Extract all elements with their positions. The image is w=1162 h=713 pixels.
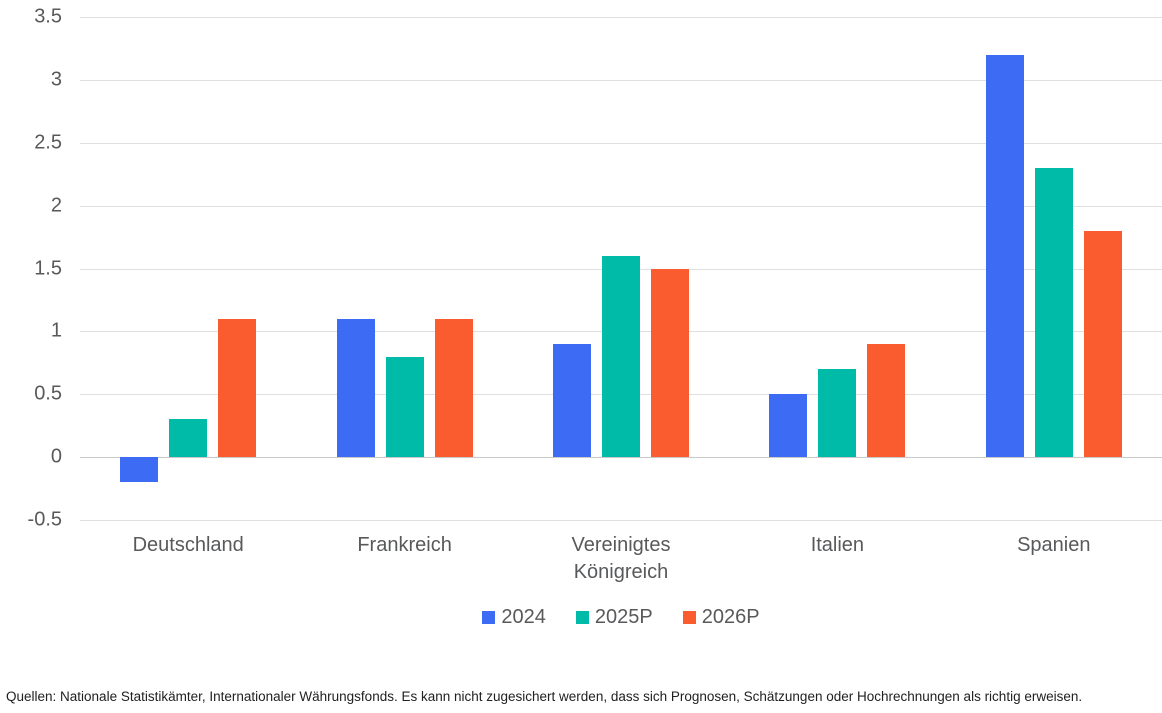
gridline (80, 520, 1162, 521)
legend-label: 2025P (594, 606, 653, 628)
x-axis-label: Frankreich (296, 532, 512, 559)
bar-2024-category-2 (553, 343, 591, 458)
bar-2025p-category-2 (602, 255, 640, 458)
bar-2026p-category-2 (651, 268, 689, 458)
y-tick-label: 1 (50, 319, 62, 342)
legend: 2024 2025P 2026P (80, 606, 1162, 629)
legend-item-2025p: 2025P (575, 606, 653, 629)
bar-2024-category-4 (985, 54, 1024, 458)
y-tick-label: 1.5 (34, 257, 62, 279)
bar-2026p-category-3 (867, 343, 906, 458)
bar-2026p-category-1 (434, 318, 473, 458)
legend-item-2024: 2024 (482, 606, 546, 629)
bar-2025p-category-4 (1034, 167, 1073, 458)
x-axis-label-text: Vereinigtes Königreich (571, 534, 671, 583)
gridline (80, 457, 1162, 459)
x-axis-label: Vereinigtes Königreich (513, 532, 729, 586)
gridline (80, 79, 1162, 81)
gridline (80, 17, 1162, 18)
legend-label: 2026P (701, 606, 760, 628)
bar-2025p-category-0 (169, 419, 208, 458)
source-note: Quellen: Nationale Statistikämter, Inter… (6, 689, 1083, 704)
x-axis-label-text: Italien (810, 534, 865, 556)
bar-2026p-category-0 (218, 318, 257, 458)
gridline (80, 205, 1162, 207)
y-tick-label: -0.5 (27, 508, 62, 531)
x-axis-label: Italien (729, 532, 945, 559)
y-tick-label: 2.5 (34, 131, 62, 154)
y-tick-label: 3 (50, 68, 62, 91)
x-axis-label: Deutschland (80, 532, 296, 559)
legend-label: 2024 (501, 606, 546, 628)
legend-swatch-icon (482, 611, 496, 624)
bar-2025p-category-3 (818, 369, 857, 458)
bar-2024-category-3 (769, 394, 808, 458)
x-axis-label-text: Deutschland (132, 534, 244, 556)
legend-item-2026p: 2026P (682, 606, 760, 629)
legend-swatch-icon (575, 611, 589, 624)
y-tick-label: 0.5 (34, 382, 62, 405)
x-axis-label-text: Spanien (1017, 534, 1091, 556)
bar-2024-category-1 (336, 318, 375, 458)
x-axis: Deutschland Frankreich Vereinigtes Königre… (80, 532, 1162, 594)
y-tick-label: 0 (50, 445, 62, 468)
bar-2026p-category-4 (1083, 230, 1122, 458)
plot-area (80, 17, 1162, 521)
x-axis-label: Spanien (946, 532, 1162, 559)
gridline (80, 142, 1162, 144)
y-tick-label: 3.5 (34, 5, 62, 28)
bar-2025p-category-1 (385, 356, 424, 458)
x-axis-label-text: Frankreich (357, 534, 452, 556)
y-tick-label: 2 (50, 194, 62, 217)
bar-2024-category-0 (120, 457, 159, 483)
legend-swatch-icon (682, 611, 696, 624)
